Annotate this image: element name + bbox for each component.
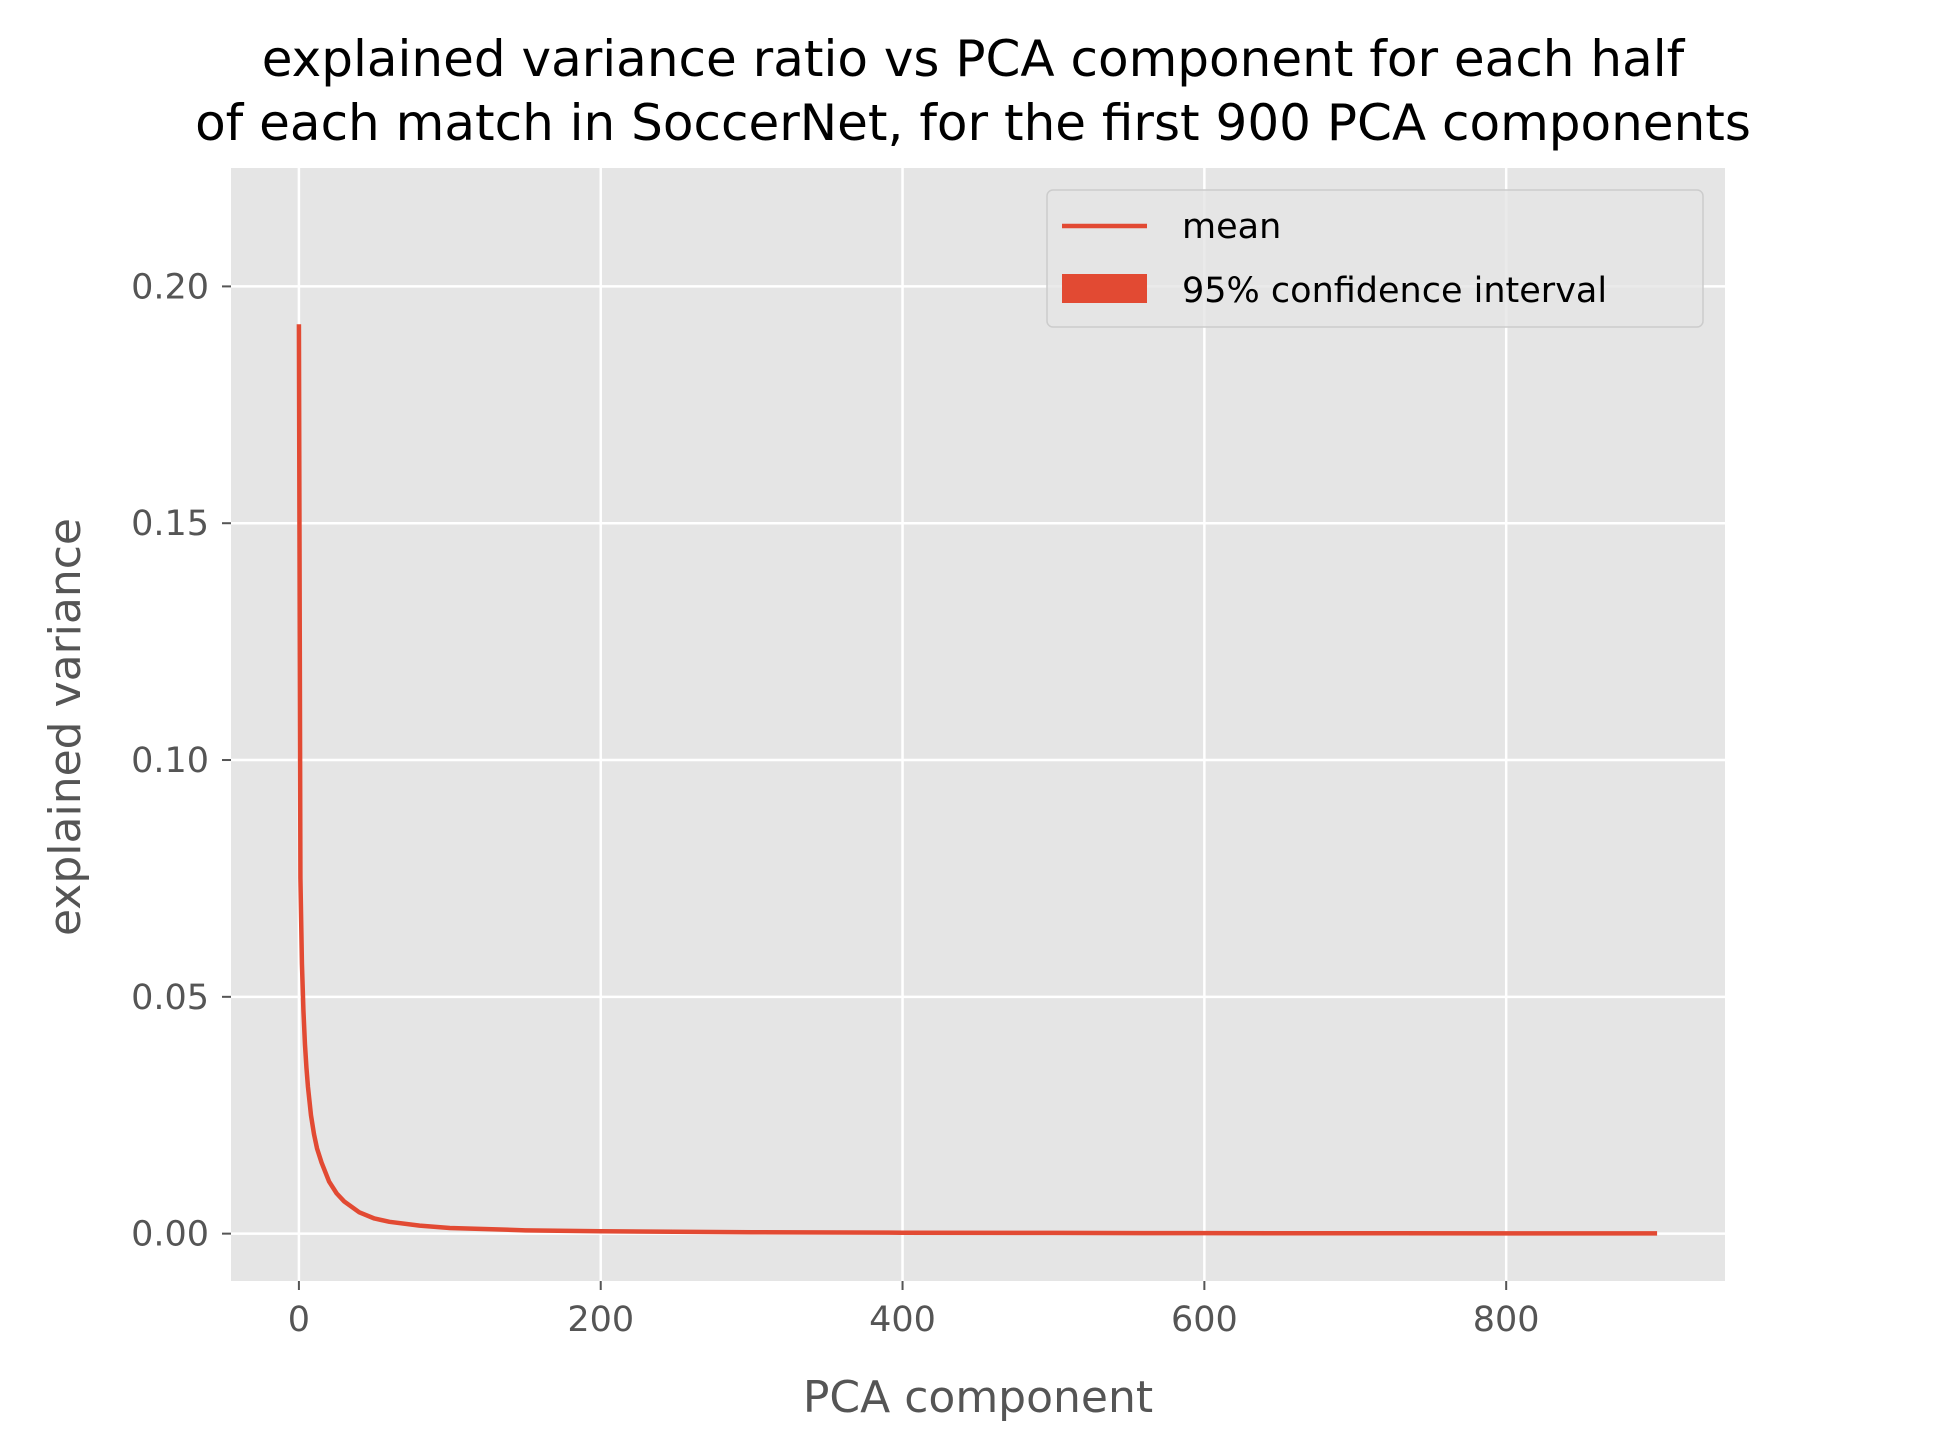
- legend-label-confidence-interval: 95% confidence interval: [1182, 271, 1607, 311]
- series-mean-point: [303, 1011, 304, 1012]
- legend-box: [1046, 189, 1704, 328]
- x-tick-label: 400: [869, 1300, 936, 1340]
- series-mean-point: [1355, 1233, 1356, 1234]
- legend-swatch-confidence-interval: [1062, 274, 1147, 303]
- series-mean-point: [309, 1101, 310, 1102]
- series-mean-point: [449, 1227, 450, 1228]
- series-mean-point: [314, 1134, 315, 1135]
- chart-title-line-2: of each match in SoccerNet, for the firs…: [195, 94, 1751, 152]
- x-tick-label: 800: [1473, 1300, 1540, 1340]
- series-mean-point: [1506, 1233, 1507, 1234]
- series-mean-point: [300, 878, 301, 879]
- series-mean-point: [1053, 1232, 1054, 1233]
- series-mean-point: [1657, 1233, 1658, 1234]
- series-mean-point: [301, 963, 302, 964]
- series-mean-point: [307, 1086, 308, 1087]
- y-tick-label: 0.20: [131, 267, 209, 307]
- series-mean-point: [751, 1232, 752, 1233]
- legend: mean 95% confidence interval: [1046, 189, 1704, 328]
- series-mean-point: [389, 1221, 390, 1222]
- y-axis-label: explained variance: [40, 518, 91, 936]
- legend-label-mean: mean: [1182, 207, 1281, 247]
- x-tick-label: 600: [1171, 1300, 1238, 1340]
- y-tick-label: 0.15: [131, 504, 209, 544]
- x-tick-label: 200: [567, 1300, 634, 1340]
- series-mean-point: [359, 1212, 360, 1213]
- series-mean-point: [1204, 1233, 1205, 1234]
- series-mean-point: [419, 1225, 420, 1226]
- series-mean-point: [317, 1148, 318, 1149]
- series-mean-point: [298, 324, 299, 325]
- series-mean-point: [306, 1067, 307, 1068]
- series-mean-point: [321, 1162, 322, 1163]
- x-axis-label: PCA component: [803, 1372, 1153, 1423]
- series-mean-point: [344, 1201, 345, 1202]
- series-mean-point: [310, 1115, 311, 1116]
- series-mean-point: [374, 1218, 375, 1219]
- x-tick-label: 0: [288, 1300, 310, 1340]
- chart-title-line-1: explained variance ratio vs PCA componen…: [262, 30, 1686, 88]
- series-mean-point: [600, 1231, 601, 1232]
- series-mean-point: [902, 1232, 903, 1233]
- y-tick-label: 0.00: [131, 1215, 209, 1255]
- series-mean-point: [525, 1230, 526, 1231]
- series-layer: [296, 321, 1658, 1236]
- series-mean-point: [329, 1181, 330, 1182]
- plot-area: [231, 168, 1725, 1281]
- series-mean-line: [296, 324, 1658, 1236]
- y-tick-label: 0.10: [131, 741, 209, 781]
- axis-ticks: 0 200 400 600 800 0.00 0.05 0.10 0.15 0.20: [131, 267, 1540, 1340]
- series-mean-point: [336, 1193, 337, 1194]
- series-mean-point: [304, 1044, 305, 1045]
- y-tick-label: 0.05: [131, 978, 209, 1018]
